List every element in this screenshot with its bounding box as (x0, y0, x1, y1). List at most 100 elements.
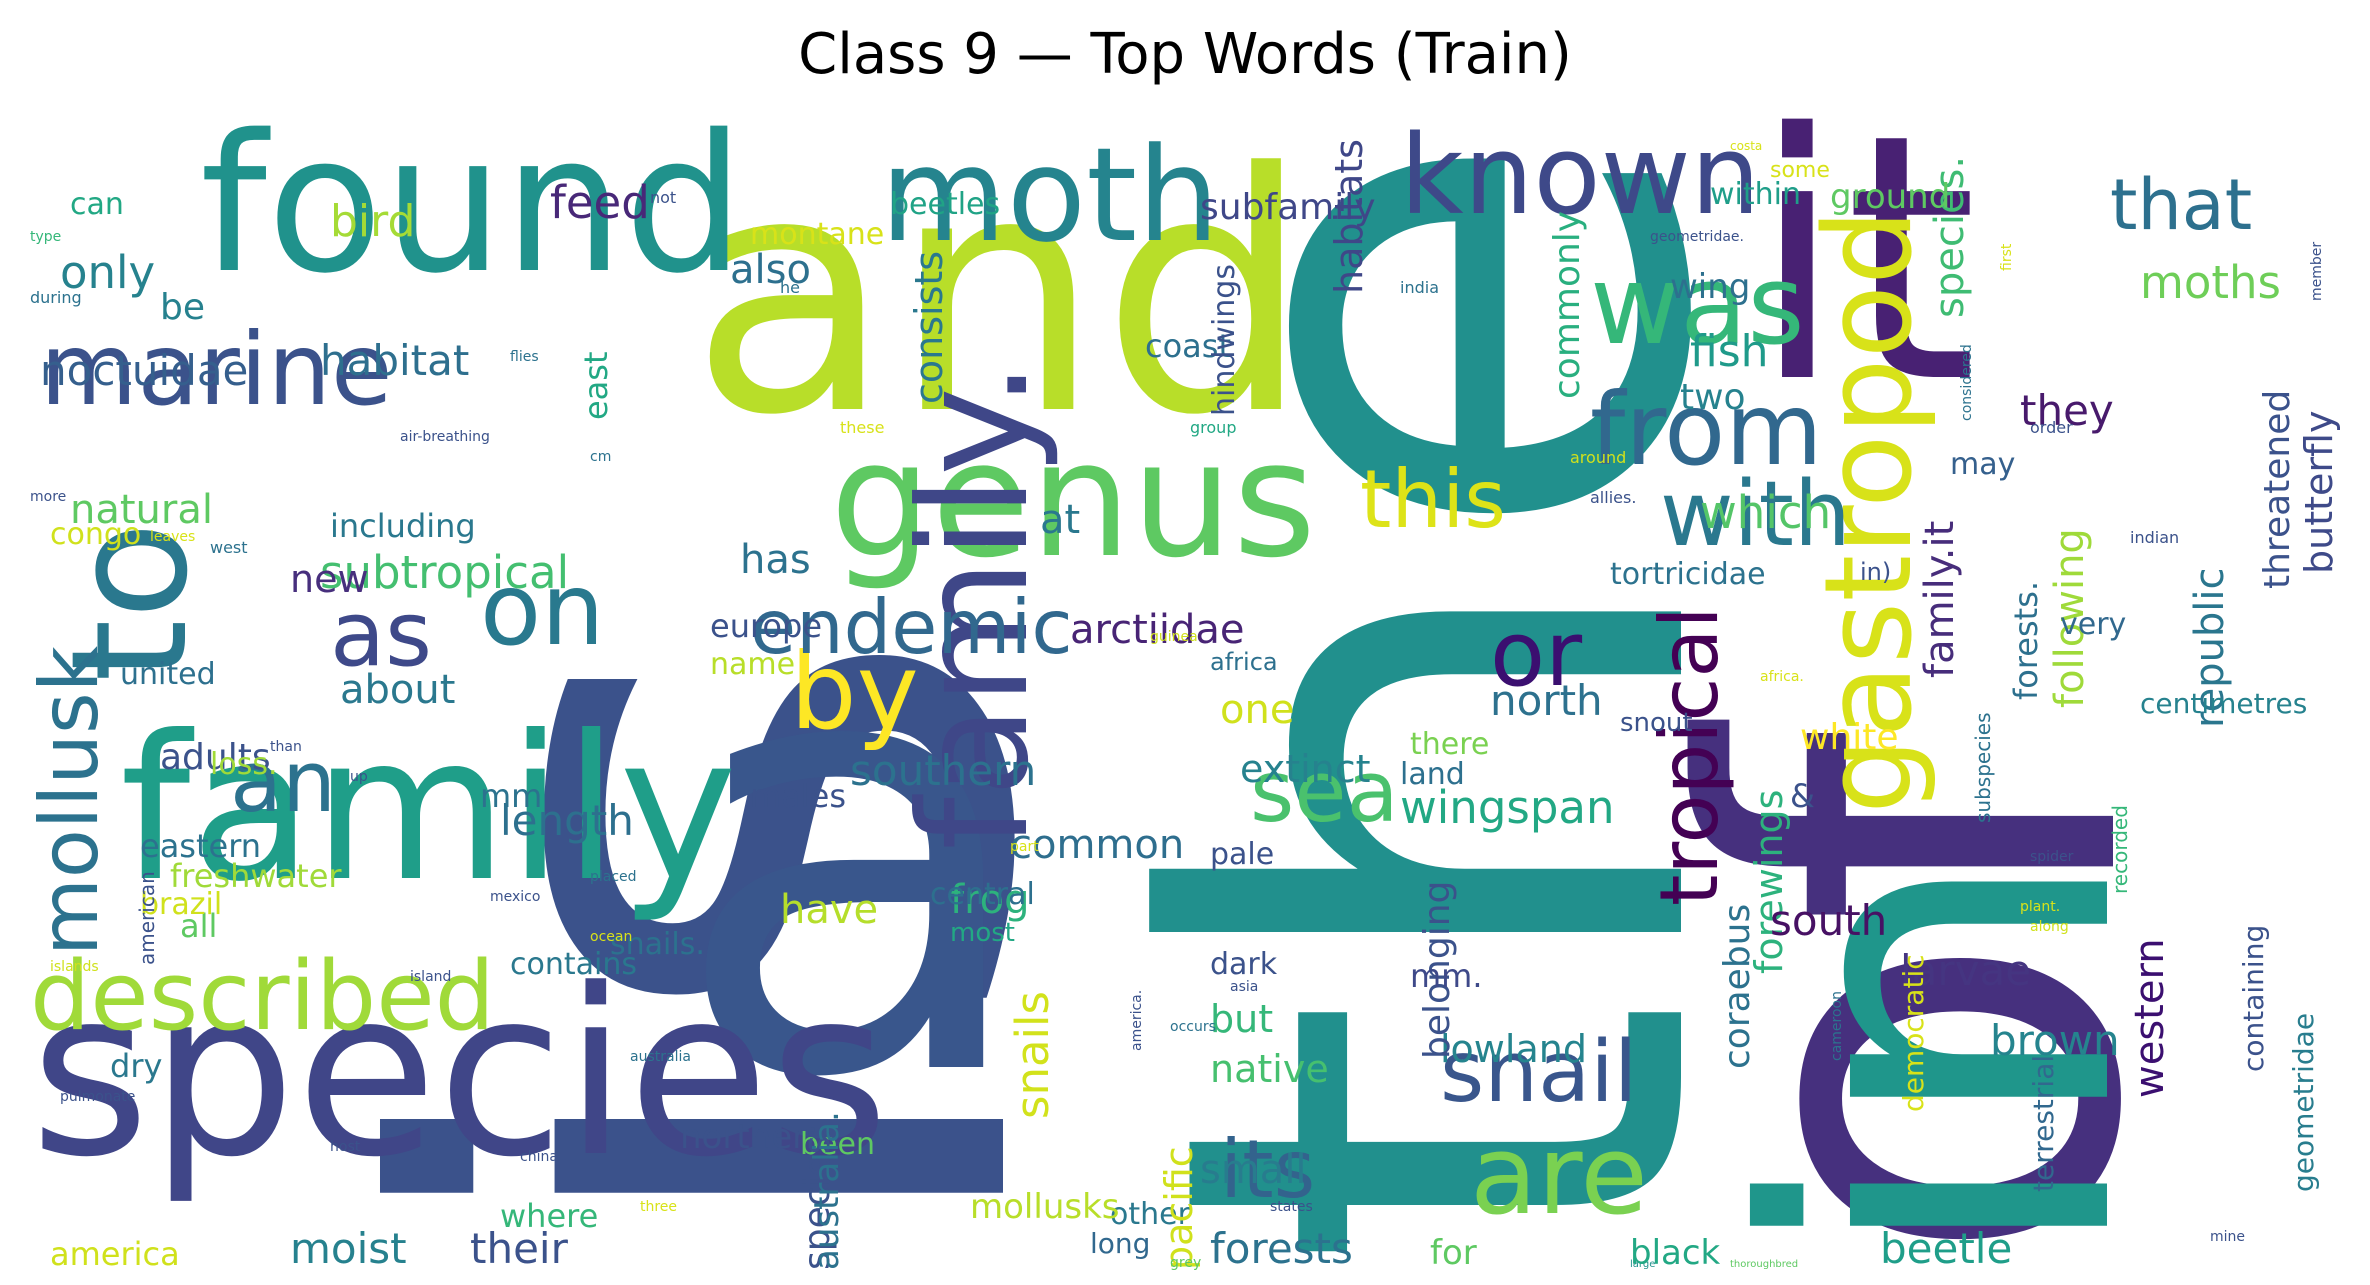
word-124: all (180, 907, 218, 945)
word-132: brazil (140, 887, 223, 922)
word-104: can (70, 187, 124, 222)
word-22: tropical (1643, 606, 1736, 906)
word-93: within (1710, 177, 1801, 212)
word-188: africa. (1760, 669, 1804, 685)
word-30: its (1220, 1123, 1316, 1216)
word-4: and (690, 103, 1311, 487)
word-23: on (480, 551, 605, 668)
word-21: mollusk (30, 645, 116, 956)
word-85: but (1210, 997, 1274, 1041)
word-51: only (60, 246, 156, 299)
word-175: island (410, 969, 452, 985)
word-139: mollusks (970, 1187, 1120, 1227)
word-17: from (1590, 371, 1823, 488)
word-60: fish (1690, 326, 1769, 377)
word-79: has (740, 537, 811, 583)
word-48: snails (1006, 991, 1059, 1119)
word-182: grey (1170, 1255, 1202, 1270)
word-83: extinct (1240, 747, 1371, 791)
word-52: western (2127, 938, 2173, 1098)
word-81: new (290, 557, 369, 601)
word-192: leaves (150, 529, 196, 545)
word-99: europe (710, 607, 822, 645)
word-162: type (30, 229, 62, 245)
word-91: wing (1670, 267, 1751, 307)
word-199: subspecies (1971, 712, 1995, 824)
word-36: butterfly (2297, 410, 2340, 574)
word-63: brown (1990, 1016, 2120, 1065)
word-72: frog (950, 877, 1030, 923)
word-5: it (1750, 90, 1978, 458)
word-45: noctuidae (40, 346, 249, 395)
word-148: some (1770, 158, 1830, 183)
word-176: asia (1230, 979, 1259, 995)
word-13: moth (880, 119, 1220, 271)
word-166: west (210, 538, 248, 557)
word-82: adults (160, 737, 271, 778)
word-197: member (2309, 241, 2325, 301)
word-78: at (1040, 497, 1081, 543)
word-43: subtropical (320, 546, 570, 599)
word-3: a (670, 510, 1038, 1209)
word-35: family.it (1917, 520, 1963, 678)
word-156: group (1190, 418, 1237, 437)
word-131: loss. (210, 747, 278, 782)
word-cloud: is the of a and it in species family found genus to… (30, 90, 2340, 1270)
word-170: part (1010, 839, 1039, 855)
word-86: native (1210, 1047, 1329, 1091)
word-10: genus (830, 406, 1317, 593)
word-193: australia (630, 1049, 691, 1065)
word-194: america. (1129, 989, 1145, 1051)
word-87: large (1630, 1259, 1656, 1270)
word-110: geometridae (2287, 1012, 2320, 1192)
word-118: there (1410, 727, 1490, 762)
word-123: contains (510, 947, 637, 982)
word-183: states (1270, 1199, 1313, 1215)
word-115: tortricidae (1610, 557, 1766, 592)
word-24: with (1660, 462, 1851, 567)
word-169: up (350, 769, 368, 785)
word-94: coast (1145, 327, 1231, 365)
word-126: central (930, 877, 1035, 912)
word-180: china (520, 1149, 558, 1165)
word-149: in) (1860, 558, 1892, 586)
word-80: be (160, 287, 205, 328)
word-19: marine (40, 311, 393, 428)
word-109: democratic (1897, 953, 1930, 1112)
word-196: first (1999, 243, 2015, 271)
word-67: their (470, 1224, 568, 1270)
word-163: air-breathing (400, 429, 490, 445)
word-41: which (1700, 486, 1832, 539)
word-155: these (840, 418, 885, 437)
word-75: consists (907, 250, 951, 404)
word-119: land (1400, 757, 1465, 792)
word-95: hindwings (1207, 264, 1242, 416)
word-138: long (1090, 1227, 1151, 1260)
word-59: north (1490, 676, 1603, 725)
word-40: wingspan (1400, 781, 1615, 834)
word-116: white (1800, 717, 1899, 758)
word-173: ocean (590, 929, 633, 945)
word-121: dark (1210, 947, 1278, 982)
word-145: america (50, 1235, 180, 1270)
word-134: northern (680, 1117, 828, 1157)
word-25: or (1490, 602, 1583, 707)
word-89: subfamily (1200, 187, 1376, 228)
word-108: containing (2237, 924, 2270, 1072)
word-200: recorded (2108, 805, 2132, 894)
word-84: one (1220, 687, 1295, 733)
word-111: terrestrial (2027, 1054, 2060, 1192)
word-189: costa (1730, 139, 1763, 153)
word-31: endemic (750, 583, 1073, 671)
word-77: also (730, 247, 811, 293)
word-105: montane (750, 217, 885, 252)
word-122: snails. (610, 927, 705, 962)
word-64: beetle (1880, 1224, 2013, 1270)
word-71: lowland (1440, 1027, 1587, 1071)
word-117: & (1790, 777, 1815, 815)
word-178: pulmonate (60, 1089, 136, 1105)
word-15: known (1400, 111, 1761, 239)
word-171: placed (590, 869, 637, 885)
word-181: three (640, 1199, 678, 1215)
